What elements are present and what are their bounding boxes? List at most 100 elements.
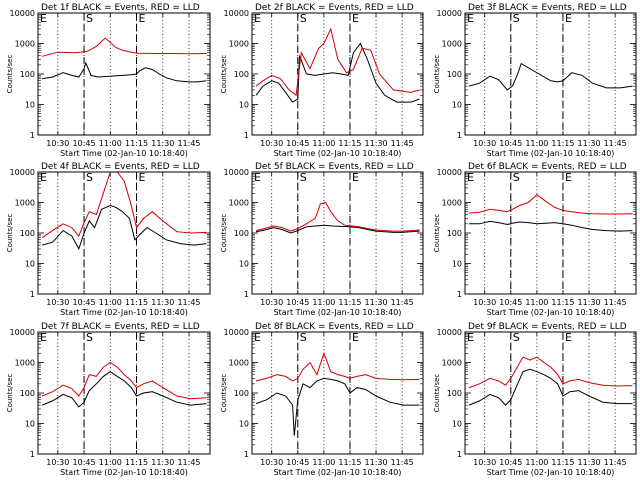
x-tick-label: 11:00 — [99, 298, 122, 307]
y-tick-label: 100 — [447, 70, 462, 79]
x-tick-label: 10:30 — [46, 139, 69, 148]
x-tick-label: 11:00 — [525, 298, 548, 307]
lld-series-line — [41, 361, 207, 400]
x-axis-label: Start Time (02-Jan-10 10:18:40) — [60, 468, 188, 477]
lld-series-line — [41, 172, 207, 239]
x-axis-label: Start Time (02-Jan-10 10:18:40) — [487, 149, 615, 158]
end-marker-label: E — [565, 171, 572, 184]
panel-title: Det 8f BLACK = Events, RED = LLD — [255, 322, 414, 332]
x-tick-label: 11:30 — [365, 139, 388, 148]
panel-title: Det 3f BLACK = Events, RED = LLD — [468, 3, 627, 13]
lld-series-line — [255, 201, 420, 232]
x-tick-label: 11:30 — [365, 458, 388, 467]
x-tick-label: 11:45 — [604, 458, 627, 467]
x-tick-label: 11:15 — [551, 298, 574, 307]
x-tick-label: 11:45 — [177, 298, 200, 307]
plot-frame — [37, 171, 211, 295]
x-tick-label: 11:15 — [551, 139, 574, 148]
end-marker-label: E — [139, 12, 146, 25]
y-axis-label: Counts/sec — [6, 55, 14, 94]
plot-frame — [37, 12, 211, 136]
y-tick-label: 1000 — [15, 199, 35, 208]
x-axis-label: Start Time (02-Jan-10 10:18:40) — [487, 468, 615, 477]
start-marker-label: S — [513, 12, 520, 25]
y-tick-label: 1 — [244, 131, 249, 140]
y-tick-label: 1000 — [15, 40, 35, 49]
x-axis-label: Start Time (02-Jan-10 10:18:40) — [274, 468, 402, 477]
panel-title: Det 5f BLACK = Events, RED = LLD — [255, 162, 414, 172]
y-tick-label: 10000 — [437, 328, 462, 337]
detector-panel-1: Det 1f BLACK = Events, RED = LLD 10:30 10:… — [6, 3, 211, 158]
y-tick-label: 1000 — [229, 199, 249, 208]
edge-marker-label: E — [467, 171, 474, 184]
edge-marker-label: E — [40, 171, 47, 184]
x-tick-label: 10:30 — [473, 298, 496, 307]
x-tick-label: 11:30 — [578, 298, 601, 307]
y-tick-label: 10 — [452, 101, 462, 110]
y-tick-label: 100 — [20, 389, 35, 398]
x-tick-label: 10:45 — [73, 139, 96, 148]
y-tick-label: 1000 — [15, 359, 35, 368]
x-tick-label: 10:45 — [73, 298, 96, 307]
start-marker-label: S — [513, 171, 520, 184]
x-tick-label: 11:15 — [551, 458, 574, 467]
y-tick-label: 1 — [30, 131, 35, 140]
y-axis-label: Counts/sec — [220, 55, 228, 94]
x-tick-label: 10:45 — [286, 458, 309, 467]
x-tick-label: 11:30 — [578, 458, 601, 467]
plot-frame — [251, 331, 424, 455]
start-marker-label: S — [300, 331, 307, 344]
x-tick-label: 10:30 — [260, 298, 283, 307]
y-tick-label: 10000 — [437, 9, 462, 18]
detector-panel-7: Det 7f BLACK = Events, RED = LLD 10:30 10:… — [6, 322, 211, 477]
y-tick-label: 10 — [25, 101, 35, 110]
x-tick-label: 10:45 — [499, 458, 522, 467]
lld-series-line — [468, 356, 633, 389]
y-tick-label: 10 — [239, 260, 249, 269]
y-tick-label: 1 — [457, 131, 462, 140]
x-tick-label: 10:30 — [260, 458, 283, 467]
x-tick-label: 11:15 — [338, 298, 361, 307]
x-tick-label: 11:45 — [177, 139, 200, 148]
y-tick-label: 1 — [457, 290, 462, 299]
x-tick-label: 10:45 — [286, 298, 309, 307]
x-tick-label: 11:30 — [578, 139, 601, 148]
panel-title: Det 1f BLACK = Events, RED = LLD — [41, 3, 200, 13]
end-marker-label: E — [352, 171, 359, 184]
x-tick-label: 11:15 — [125, 298, 148, 307]
y-tick-label: 100 — [234, 70, 249, 79]
events-series-line — [255, 377, 420, 436]
y-tick-label: 1 — [244, 290, 249, 299]
y-axis-label: Counts/sec — [6, 374, 14, 413]
events-series-line — [468, 62, 633, 91]
lld-series-line — [41, 37, 207, 57]
y-tick-label: 10000 — [224, 328, 249, 337]
y-axis-label: Counts/sec — [6, 214, 14, 253]
y-tick-label: 10 — [239, 101, 249, 110]
x-tick-label: 11:45 — [604, 139, 627, 148]
plot-frame — [464, 171, 637, 295]
edge-marker-label: E — [40, 331, 47, 344]
x-tick-label: 11:15 — [338, 139, 361, 148]
y-axis-label: Counts/sec — [433, 374, 441, 413]
x-tick-label: 10:45 — [73, 458, 96, 467]
edge-marker-label: E — [254, 12, 261, 25]
events-series-line — [469, 220, 633, 232]
plot-frame — [464, 331, 637, 455]
y-tick-label: 10 — [25, 260, 35, 269]
detector-panel-5: Det 5f BLACK = Events, RED = LLD 10:30 10:… — [220, 162, 424, 317]
y-tick-label: 1 — [30, 290, 35, 299]
end-marker-label: E — [352, 331, 359, 344]
panel-title: Det 7f BLACK = Events, RED = LLD — [41, 322, 200, 332]
y-tick-label: 100 — [20, 70, 35, 79]
panel-title: Det 6f BLACK = Events, RED = LLD — [468, 162, 627, 172]
detector-panel-4: Det 4f BLACK = Events, RED = LLD 10:30 10:… — [6, 162, 211, 317]
detector-panel-3: Det 3f BLACK = Events, RED = LLD 10:30 10:… — [433, 3, 637, 158]
plot-frame — [37, 331, 211, 455]
x-tick-label: 10:30 — [260, 139, 283, 148]
plot-frame — [251, 12, 424, 136]
panel-title: Det 4f BLACK = Events, RED = LLD — [41, 162, 200, 172]
end-marker-label: E — [139, 331, 146, 344]
x-tick-label: 11:45 — [391, 298, 414, 307]
